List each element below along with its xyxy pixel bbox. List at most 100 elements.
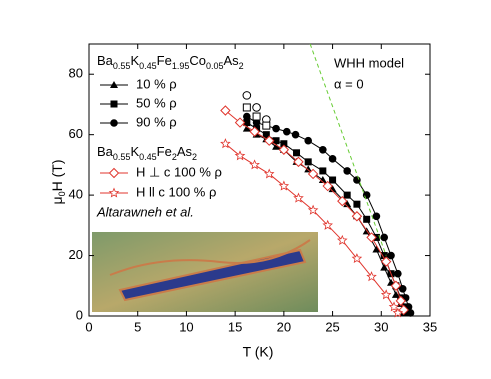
point — [252, 112, 261, 121]
point — [366, 271, 377, 282]
x-tick-label: 15 — [228, 319, 242, 334]
point — [264, 168, 275, 179]
x-tick-label: 25 — [325, 319, 339, 334]
point — [272, 142, 281, 150]
annotation: Altarawneh et al. — [96, 204, 194, 219]
point — [243, 112, 251, 121]
legend-marker — [110, 100, 118, 108]
point — [220, 138, 231, 149]
x-axis-label: T (K) — [243, 344, 274, 360]
y-tick-label: 0 — [76, 307, 83, 322]
point — [272, 124, 280, 133]
point — [372, 245, 381, 253]
point — [242, 103, 251, 112]
point — [220, 105, 231, 116]
point — [351, 211, 363, 222]
y-tick-label: 60 — [69, 126, 83, 141]
point — [380, 289, 392, 300]
point — [304, 158, 312, 166]
point — [242, 91, 252, 100]
point — [398, 285, 407, 293]
point — [337, 195, 348, 207]
point — [304, 165, 313, 173]
point — [234, 117, 246, 128]
point — [329, 176, 337, 184]
point — [390, 280, 402, 291]
y-axis-label: μ0H (T) — [49, 160, 68, 205]
point — [307, 204, 319, 215]
legend-group-title: Ba0.55K0.45Fe2As2 — [97, 144, 197, 162]
legend-label: H ⊥ c 100 % ρ — [136, 164, 222, 179]
x-tick-label: 35 — [423, 319, 437, 334]
point — [293, 149, 301, 157]
point — [307, 168, 319, 180]
annotation: α = 0 — [334, 76, 364, 91]
point — [264, 135, 275, 146]
y-tick-label: 40 — [69, 187, 83, 202]
legend-marker — [110, 119, 118, 127]
x-tick-label: 5 — [134, 319, 141, 334]
point — [252, 103, 261, 112]
legend-label: 90 % ρ — [136, 114, 177, 129]
point — [318, 176, 327, 183]
point — [291, 130, 300, 139]
point — [282, 127, 291, 136]
model-line — [309, 43, 387, 256]
x-tick-label: 10 — [179, 319, 193, 334]
point — [249, 159, 260, 170]
legend-label: 50 % ρ — [136, 95, 177, 110]
point — [343, 167, 351, 175]
legend-label: H ll c 100 % ρ — [136, 184, 216, 199]
point — [262, 131, 270, 139]
point — [322, 219, 333, 230]
point — [278, 180, 290, 191]
legend-marker — [108, 167, 120, 179]
point — [328, 185, 337, 193]
point — [278, 144, 290, 155]
legend-label: 10 % ρ — [136, 76, 177, 91]
x-tick-label: 30 — [374, 319, 388, 334]
point — [395, 295, 406, 307]
point — [406, 309, 415, 317]
point — [252, 118, 261, 127]
point — [387, 251, 395, 260]
point — [293, 156, 304, 168]
point — [398, 304, 409, 316]
point — [272, 137, 280, 145]
point — [380, 263, 389, 271]
point — [353, 200, 361, 208]
point — [262, 121, 271, 130]
point — [343, 191, 351, 199]
legend-group-title: Ba0.55K0.45Fe1.95Co0.05As2 — [97, 53, 244, 71]
plot-frame — [88, 43, 431, 317]
point — [304, 136, 313, 145]
point — [380, 256, 392, 267]
point — [337, 234, 348, 245]
point — [293, 192, 304, 203]
point — [319, 145, 327, 154]
point — [243, 119, 251, 127]
x-tick-label: 0 — [85, 319, 92, 334]
point — [372, 212, 381, 221]
point — [388, 301, 400, 312]
annotation: WHH model — [334, 55, 404, 70]
point — [351, 253, 363, 264]
point — [322, 180, 333, 192]
point — [249, 126, 260, 137]
legend-marker — [110, 81, 118, 88]
point — [280, 140, 288, 148]
point — [366, 232, 377, 243]
point — [234, 150, 246, 161]
point — [343, 200, 352, 208]
point — [328, 155, 337, 163]
legend-marker — [108, 187, 120, 198]
point — [242, 124, 251, 132]
legend: Ba0.55K0.45Fe1.95Co0.05As2 Ba0.55K0.45Fe2… — [97, 53, 244, 199]
point — [319, 167, 327, 175]
point — [380, 252, 388, 260]
y-tick-label: 20 — [69, 247, 83, 262]
x-tick-label: 20 — [277, 319, 291, 334]
point — [380, 233, 389, 242]
inset-photo — [92, 232, 318, 312]
